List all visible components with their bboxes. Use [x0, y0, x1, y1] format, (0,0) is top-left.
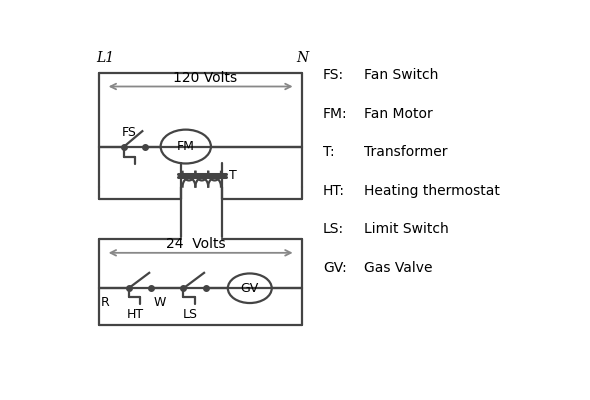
Text: Fan Motor: Fan Motor [364, 106, 433, 120]
Text: HT: HT [127, 308, 144, 321]
Text: Transformer: Transformer [364, 145, 448, 159]
Text: Gas Valve: Gas Valve [364, 260, 432, 274]
Text: LS:: LS: [323, 222, 344, 236]
Text: HT:: HT: [323, 184, 345, 198]
Text: Fan Switch: Fan Switch [364, 68, 438, 82]
Text: 120 Volts: 120 Volts [173, 71, 237, 85]
Text: T: T [229, 169, 237, 182]
Text: FM:: FM: [323, 106, 348, 120]
Text: 24  Volts: 24 Volts [166, 237, 226, 251]
Text: T:: T: [323, 145, 335, 159]
Text: Heating thermostat: Heating thermostat [364, 184, 500, 198]
Text: LS: LS [183, 308, 198, 321]
Text: GV:: GV: [323, 260, 347, 274]
Text: L1: L1 [97, 51, 114, 65]
Text: FM: FM [177, 140, 195, 153]
Text: R: R [101, 296, 110, 309]
Text: W: W [154, 296, 166, 309]
Text: Limit Switch: Limit Switch [364, 222, 449, 236]
Text: GV: GV [241, 282, 259, 295]
Text: N: N [296, 51, 309, 65]
Text: FS: FS [122, 126, 137, 139]
Text: FS:: FS: [323, 68, 344, 82]
